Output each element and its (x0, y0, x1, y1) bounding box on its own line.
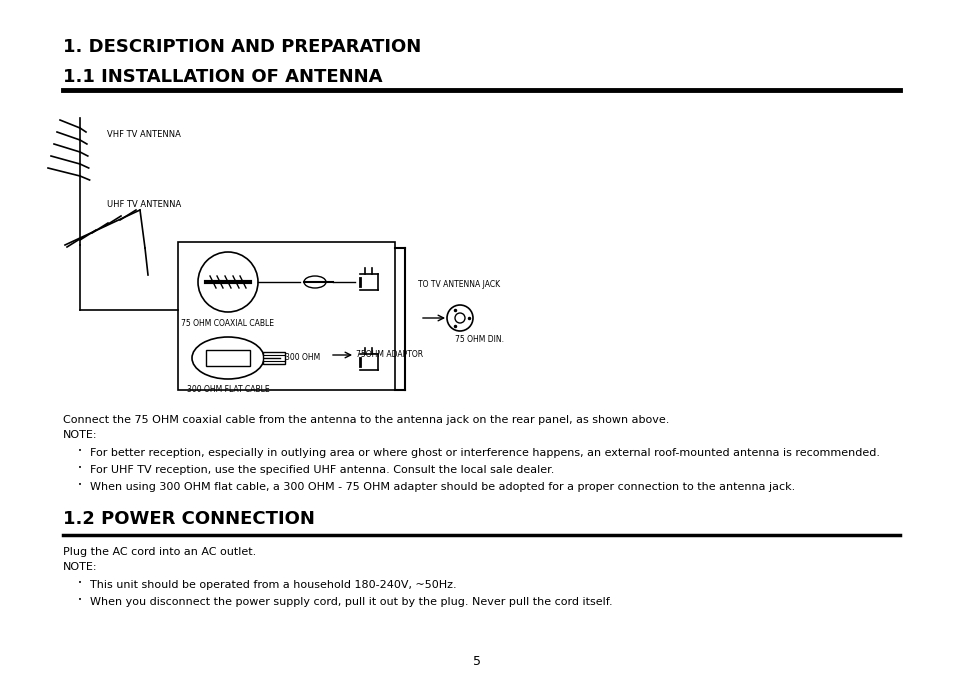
Text: 5: 5 (473, 655, 480, 668)
Text: •: • (78, 597, 82, 603)
Text: •: • (78, 580, 82, 586)
Text: Plug the AC cord into an AC outlet.: Plug the AC cord into an AC outlet. (63, 547, 256, 557)
Text: Connect the 75 OHM coaxial cable from the antenna to the antenna jack on the rea: Connect the 75 OHM coaxial cable from th… (63, 415, 669, 425)
Text: 75 OHM COAXIAL CABLE: 75 OHM COAXIAL CABLE (181, 319, 274, 328)
Bar (206, 350, 250, 366)
Text: 1.1 INSTALLATION OF ANTENNA: 1.1 INSTALLATION OF ANTENNA (63, 68, 382, 86)
Text: When using 300 OHM flat cable, a 300 OHM - 75 OHM adapter should be adopted for : When using 300 OHM flat cable, a 300 OHM… (90, 482, 795, 492)
Text: •: • (78, 448, 82, 454)
Text: •: • (78, 482, 82, 488)
Text: 75 OHM DIN.: 75 OHM DIN. (455, 335, 503, 344)
Text: •: • (78, 465, 82, 471)
Bar (178, 242, 395, 390)
Text: NOTE:: NOTE: (63, 562, 97, 572)
Text: UHF TV ANTENNA: UHF TV ANTENNA (107, 200, 181, 209)
Text: For UHF TV reception, use the specified UHF antenna. Consult the local sale deal: For UHF TV reception, use the specified … (90, 465, 554, 475)
Text: 1. DESCRIPTION AND PREPARATION: 1. DESCRIPTION AND PREPARATION (63, 38, 421, 56)
Text: TO TV ANTENNA JACK: TO TV ANTENNA JACK (417, 280, 499, 289)
Text: This unit should be operated from a household 180-240V, ~50Hz.: This unit should be operated from a hous… (90, 580, 456, 590)
Text: 1.2 POWER CONNECTION: 1.2 POWER CONNECTION (63, 510, 314, 528)
Text: 300 OHM: 300 OHM (285, 353, 320, 362)
Text: For better reception, especially in outlying area or where ghost or interference: For better reception, especially in outl… (90, 448, 879, 458)
Bar (263, 352, 285, 364)
Text: 300 OHM FLAT CABLE: 300 OHM FLAT CABLE (187, 385, 269, 394)
Text: NOTE:: NOTE: (63, 430, 97, 440)
Text: VHF TV ANTENNA: VHF TV ANTENNA (107, 130, 181, 139)
Text: When you disconnect the power supply cord, pull it out by the plug. Never pull t: When you disconnect the power supply cor… (90, 597, 612, 607)
Text: 75OHM ADAPTOR: 75OHM ADAPTOR (355, 350, 423, 359)
